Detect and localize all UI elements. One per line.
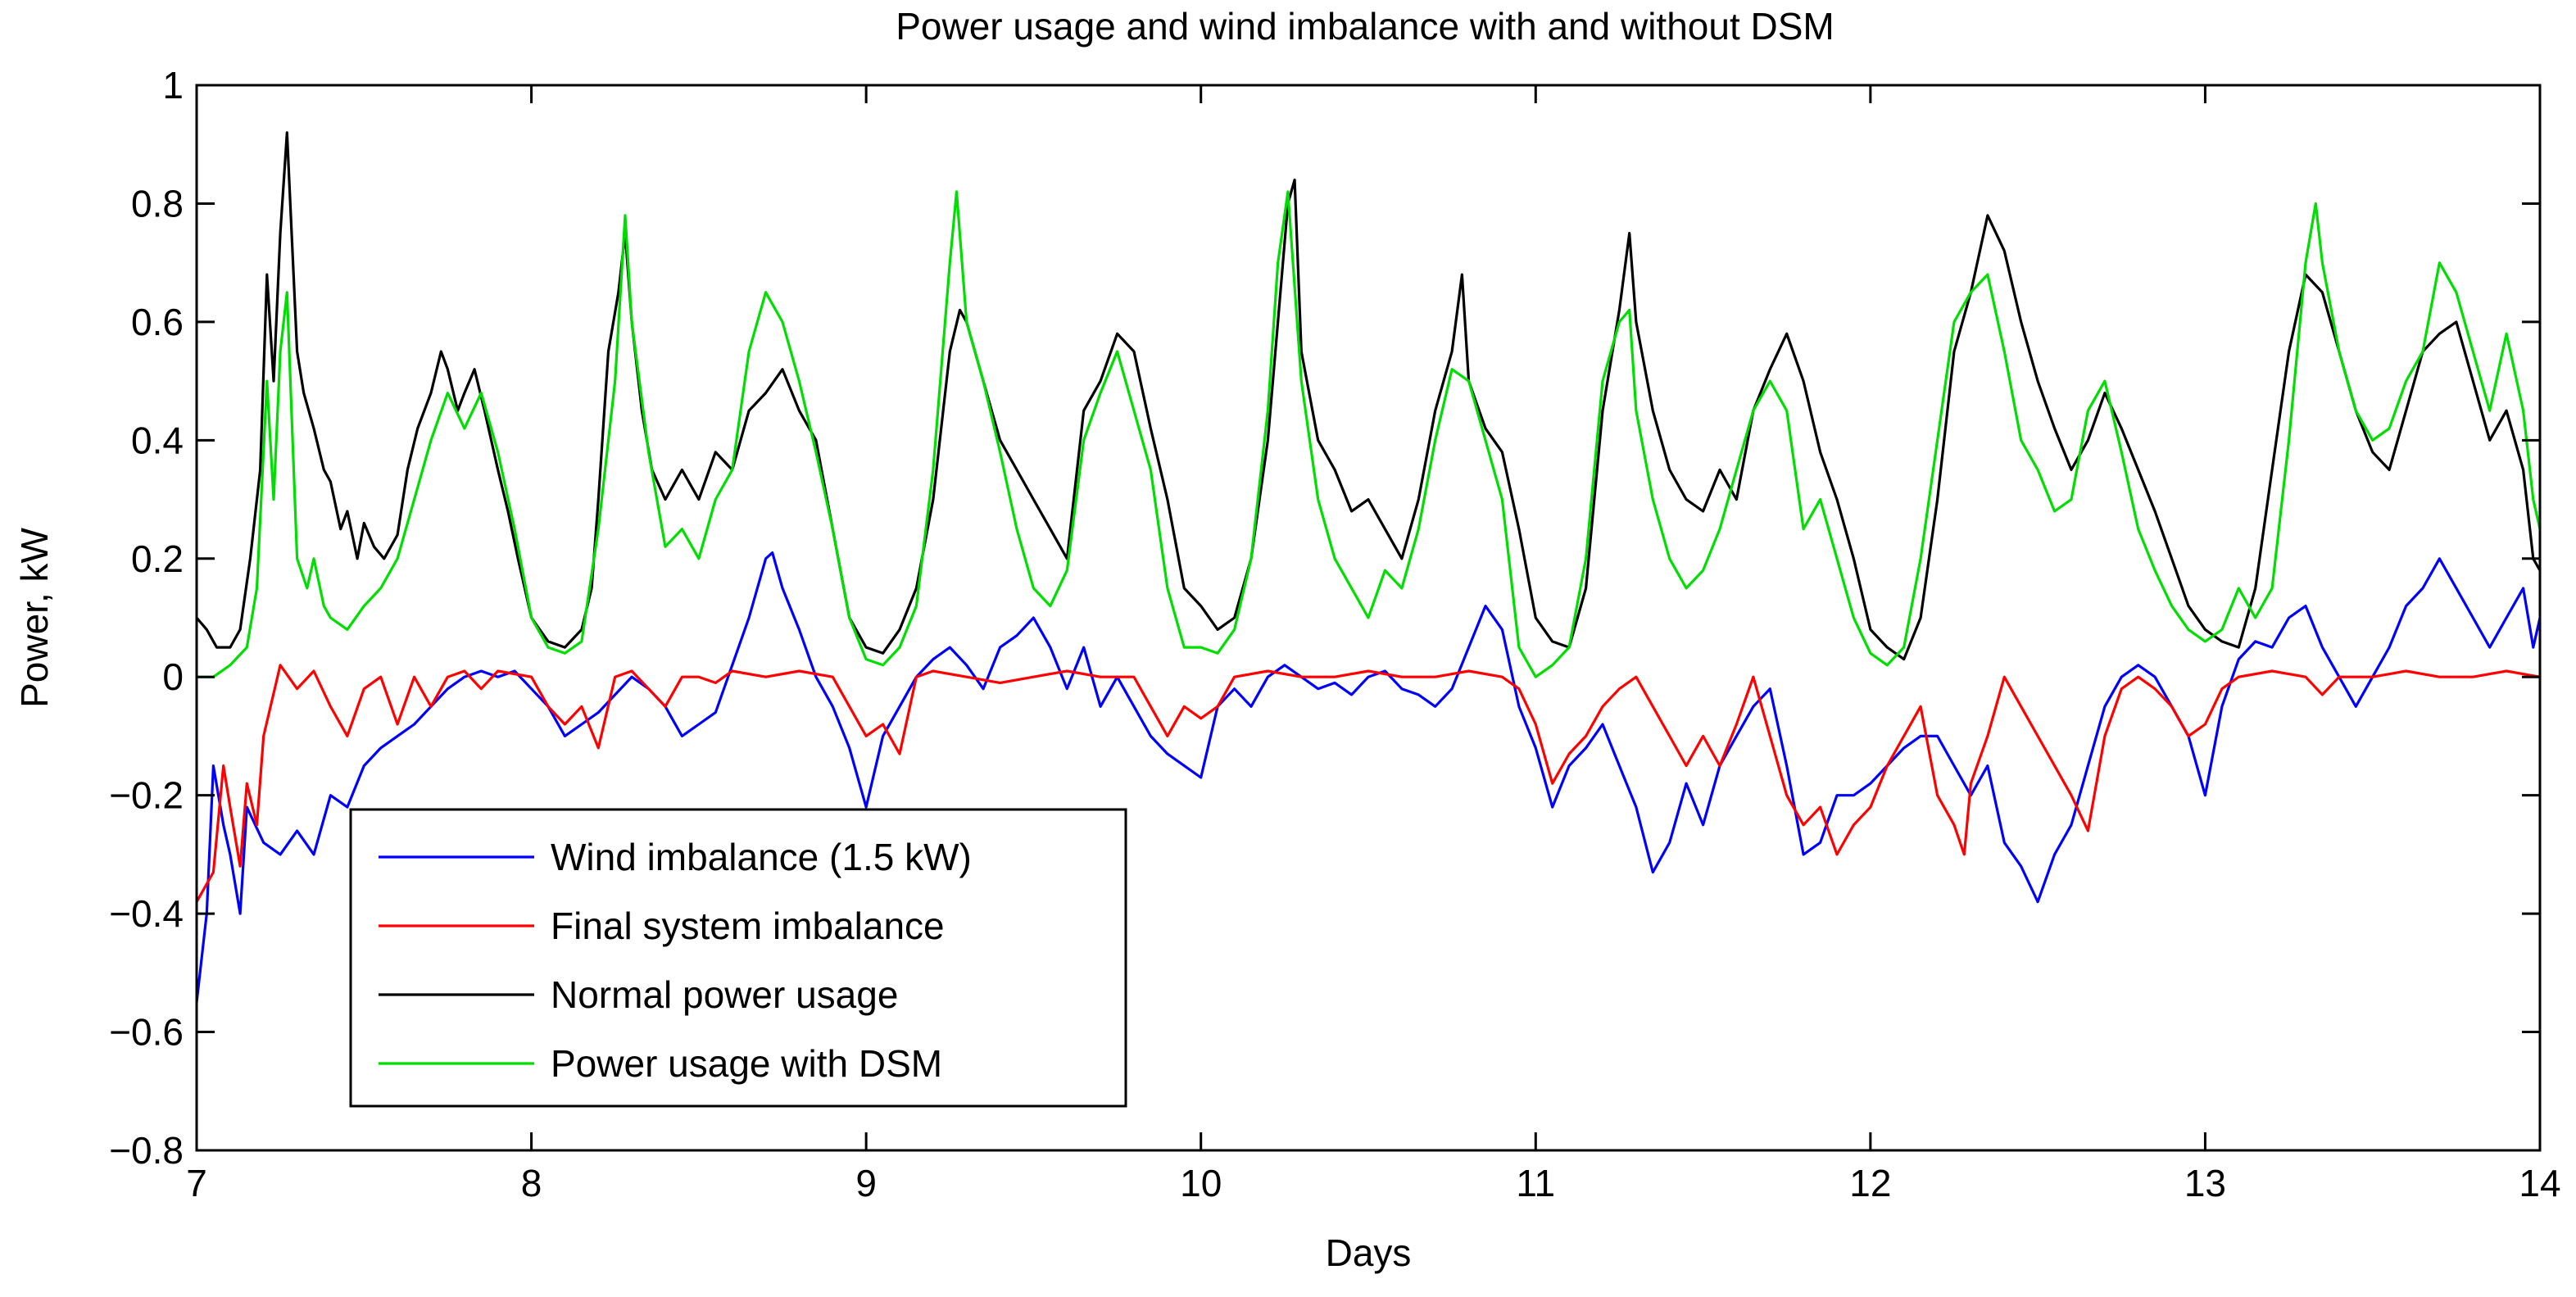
y-tick-label: −0.4 (109, 892, 184, 935)
x-tick-label: 12 (1849, 1162, 1891, 1204)
y-axis-label: Power, kW (13, 528, 56, 708)
plot-area-frame (195, 84, 2542, 1152)
x-axis-label: Days (1326, 1231, 1412, 1274)
series-line-1 (197, 664, 2540, 903)
y-tick-label: −0.6 (109, 1011, 184, 1054)
series-group (197, 131, 2540, 1003)
y-tick-label: 0.4 (131, 419, 184, 461)
legend-label-3: Power usage with DSM (551, 1042, 942, 1085)
x-tick-label: 8 (521, 1162, 542, 1204)
x-tick-label: 10 (1180, 1162, 1222, 1204)
x-tick-label: 11 (1516, 1162, 1555, 1204)
y-tick-label: 1 (162, 64, 184, 107)
y-tick-label: −0.2 (109, 774, 184, 817)
x-tick-label: 7 (186, 1162, 207, 1204)
y-tick-label: 0.8 (131, 182, 184, 224)
x-tick-label: 9 (855, 1162, 877, 1204)
x-tick-label: 13 (2184, 1162, 2226, 1204)
y-tick-label: −0.8 (109, 1129, 184, 1172)
axis-ticks: 7 8 9 10 11 12 13 14 −0.8 −0.6 −0.4 −0.2 0 0.2 0.4 0.6 0… (109, 64, 2560, 1204)
legend: Wind imbalance (1.5 kW) Final system imba… (349, 808, 1127, 1108)
series-line-2 (197, 131, 2540, 661)
x-tick-label: 14 (2519, 1162, 2560, 1204)
legend-label-2: Normal power usage (551, 973, 898, 1016)
legend-label-0: Wind imbalance (1.5 kW) (551, 836, 972, 878)
y-tick-label: 0.6 (131, 301, 184, 343)
series-line-0 (197, 551, 2540, 1003)
legend-label-1: Final system imbalance (551, 905, 945, 947)
y-tick-label: 0 (162, 655, 184, 698)
y-tick-label: 0.2 (131, 537, 184, 580)
legend-box (349, 808, 1127, 1108)
series-line-3 (197, 190, 2540, 678)
chart-title: Power usage and wind imbalance with and … (896, 5, 1834, 48)
